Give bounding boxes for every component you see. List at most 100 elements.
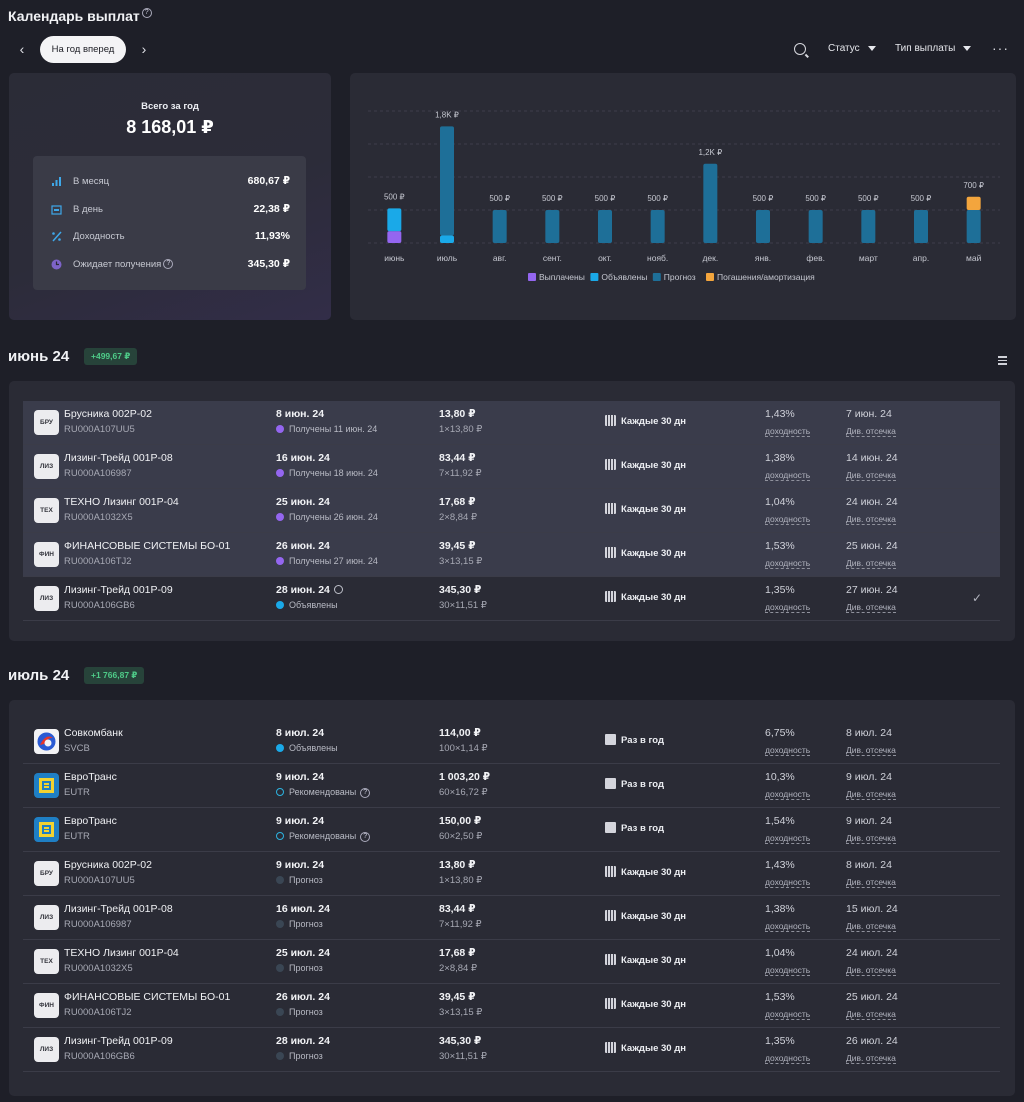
help-icon[interactable]: ? xyxy=(141,8,152,18)
yield-label[interactable]: доходность xyxy=(765,745,811,756)
table-row[interactable]: ЕвроТранс EUTR 9 июл. 24 Рекомендованы? 150,… xyxy=(23,808,1000,852)
security-name[interactable]: Лизинг-Трейд 001Р-09 xyxy=(64,1035,173,1047)
chart-bar[interactable] xyxy=(966,210,981,243)
cutoff-label[interactable]: Див. отсечка xyxy=(846,470,896,481)
table-row[interactable]: БРУ Брусника 002Р-02 RU000A107UU5 8 июн. 24… xyxy=(23,401,1000,445)
security-name[interactable]: ЕвроТранс xyxy=(64,815,117,827)
help-icon[interactable]: ? xyxy=(163,259,174,270)
chart-bar[interactable] xyxy=(387,208,402,232)
payment-status-text: Рекомендованы xyxy=(289,787,357,797)
security-name[interactable]: Лизинг-Трейд 001Р-08 xyxy=(64,452,173,464)
security-name[interactable]: ФИНАНСОВЫЕ СИСТЕМЫ БО-01 xyxy=(64,540,231,552)
cutoff-label[interactable]: Див. отсечка xyxy=(846,921,896,932)
section-title-july: июль 24 xyxy=(8,667,70,684)
security-name[interactable]: Брусника 002Р-02 xyxy=(64,859,152,871)
yield-value: 1,38% xyxy=(765,903,795,915)
chart-bar[interactable] xyxy=(492,210,507,243)
yield-label[interactable]: доходность xyxy=(765,1053,811,1064)
chart-bar[interactable] xyxy=(440,235,454,243)
yield-label[interactable]: доходность xyxy=(765,965,811,976)
security-logo: ТЕХ xyxy=(34,949,59,974)
security-name[interactable]: ТЕХНО Лизинг 001Р-04 xyxy=(64,947,179,959)
cutoff-label[interactable]: Див. отсечка xyxy=(846,558,896,569)
list-view-icon[interactable] xyxy=(998,356,1007,367)
chart-bar[interactable] xyxy=(756,210,770,243)
table-row[interactable]: Совкомбанк SVCB 8 июл. 24 Объявлены 114,00 ₽… xyxy=(23,720,1000,764)
yield-label[interactable]: доходность xyxy=(765,558,811,569)
security-name[interactable]: Лизинг-Трейд 001Р-08 xyxy=(64,903,173,915)
table-row[interactable]: БРУ Брусника 002Р-02 RU000A107UU5 9 июл. 24… xyxy=(23,852,1000,896)
cutoff-label[interactable]: Див. отсечка xyxy=(846,789,896,800)
chart-bar[interactable] xyxy=(545,210,560,243)
security-name[interactable]: ТЕХНО Лизинг 001Р-04 xyxy=(64,496,179,508)
cutoff-label[interactable]: Див. отсечка xyxy=(846,833,896,844)
table-row[interactable]: ТЕХ ТЕХНО Лизинг 001Р-04 RU000A1032X5 25 ию… xyxy=(23,940,1000,984)
chart-bar[interactable] xyxy=(703,163,718,243)
chart-bar[interactable] xyxy=(598,210,612,243)
help-icon[interactable]: ? xyxy=(360,787,371,798)
payment-status: Прогноз xyxy=(276,1051,323,1061)
cutoff-label[interactable]: Див. отсечка xyxy=(846,877,896,888)
legend-entry[interactable]: Погашения/амортизация xyxy=(717,272,815,282)
cutoff-label[interactable]: Див. отсечка xyxy=(846,426,896,437)
status-dropdown[interactable]: Статус xyxy=(828,43,876,54)
cutoff-label[interactable]: Див. отсечка xyxy=(846,1009,896,1020)
search-icon[interactable] xyxy=(794,43,806,55)
payment-date: 8 июл. 24 xyxy=(276,727,324,739)
chart-data-label: 500 ₽ xyxy=(805,194,826,203)
yield-label[interactable]: доходность xyxy=(765,789,811,800)
cutoff-label[interactable]: Див. отсечка xyxy=(846,745,896,756)
chart-bar[interactable] xyxy=(861,210,876,243)
legend-entry[interactable]: Прогноз xyxy=(664,272,696,282)
table-row[interactable]: ЕвроТранс EUTR 9 июл. 24 Рекомендованы? 1 00… xyxy=(23,764,1000,808)
security-ticker: EUTR xyxy=(64,831,90,842)
chart-data-label: 500 ₽ xyxy=(595,194,616,203)
table-row[interactable]: ТЕХ ТЕХНО Лизинг 001Р-04 RU000A1032X5 25 ию… xyxy=(23,489,1000,533)
chart-bar[interactable] xyxy=(808,210,823,243)
security-name[interactable]: ЕвроТранс xyxy=(64,771,117,783)
help-icon[interactable]: ? xyxy=(360,831,371,842)
chart-data-label: 700 ₽ xyxy=(963,181,984,190)
yield-label[interactable]: доходность xyxy=(765,833,811,844)
next-period-button[interactable]: › xyxy=(141,41,147,57)
payment-status: Получены 11 июн. 24 xyxy=(276,424,377,434)
chart-bar[interactable] xyxy=(914,210,928,243)
chart-bar[interactable] xyxy=(440,126,454,236)
chevron-down-icon xyxy=(963,45,972,51)
cutoff-label[interactable]: Див. отсечка xyxy=(846,965,896,976)
security-name[interactable]: Лизинг-Трейд 001Р-09 xyxy=(64,584,173,596)
prev-period-button[interactable]: ‹ xyxy=(19,41,25,57)
yield-label[interactable]: доходность xyxy=(765,426,811,437)
yield-value: 6,75% xyxy=(765,727,795,739)
cutoff-label[interactable]: Див. отсечка xyxy=(846,1053,896,1064)
yield-label[interactable]: доходность xyxy=(765,1009,811,1020)
yield-label[interactable]: доходность xyxy=(765,921,811,932)
table-row[interactable]: ЛИЗ Лизинг-Трейд 001Р-09 RU000A106GB6 28 ию… xyxy=(23,1028,1000,1072)
yield-label[interactable]: доходность xyxy=(765,877,811,888)
payment-breakdown: 7×11,92 ₽ xyxy=(439,919,482,930)
calendar-day-icon xyxy=(51,205,62,215)
table-row[interactable]: ЛИЗ Лизинг-Трейд 001Р-09 RU000A106GB6 28 ию… xyxy=(23,577,1000,621)
table-row[interactable]: ЛИЗ Лизинг-Трейд 001Р-08 RU000A106987 16 ию… xyxy=(23,896,1000,940)
table-row[interactable]: ЛИЗ Лизинг-Трейд 001Р-08 RU000A106987 16 ию… xyxy=(23,445,1000,489)
chart-bar[interactable] xyxy=(966,196,981,210)
table-row[interactable]: ФИН ФИНАНСОВЫЕ СИСТЕМЫ БО-01 RU000A106TJ2 2… xyxy=(23,533,1000,577)
period-selector[interactable]: На год вперед xyxy=(40,36,126,63)
yield-label[interactable]: доходность xyxy=(765,602,811,613)
cutoff-label[interactable]: Див. отсечка xyxy=(846,602,896,613)
yield-label[interactable]: доходность xyxy=(765,470,811,481)
cutoff-label[interactable]: Див. отсечка xyxy=(846,514,896,525)
chart-bar[interactable] xyxy=(650,210,665,243)
more-menu-icon[interactable]: ··· xyxy=(992,40,1009,56)
yield-label[interactable]: доходность xyxy=(765,514,811,525)
legend-entry[interactable]: Объявлены xyxy=(601,272,647,282)
check-icon[interactable]: ✓ xyxy=(972,591,983,605)
payout-type-dropdown[interactable]: Тип выплаты xyxy=(895,43,972,54)
security-name[interactable]: ФИНАНСОВЫЕ СИСТЕМЫ БО-01 xyxy=(64,991,231,1003)
security-name[interactable]: Совкомбанк xyxy=(64,727,123,739)
legend-entry[interactable]: Выплачены xyxy=(539,272,585,282)
table-row[interactable]: ФИН ФИНАНСОВЫЕ СИСТЕМЫ БО-01 RU000A106TJ2 2… xyxy=(23,984,1000,1028)
chart-bar[interactable] xyxy=(387,231,402,243)
security-name[interactable]: Брусника 002Р-02 xyxy=(64,408,152,420)
clock-icon xyxy=(51,259,62,270)
